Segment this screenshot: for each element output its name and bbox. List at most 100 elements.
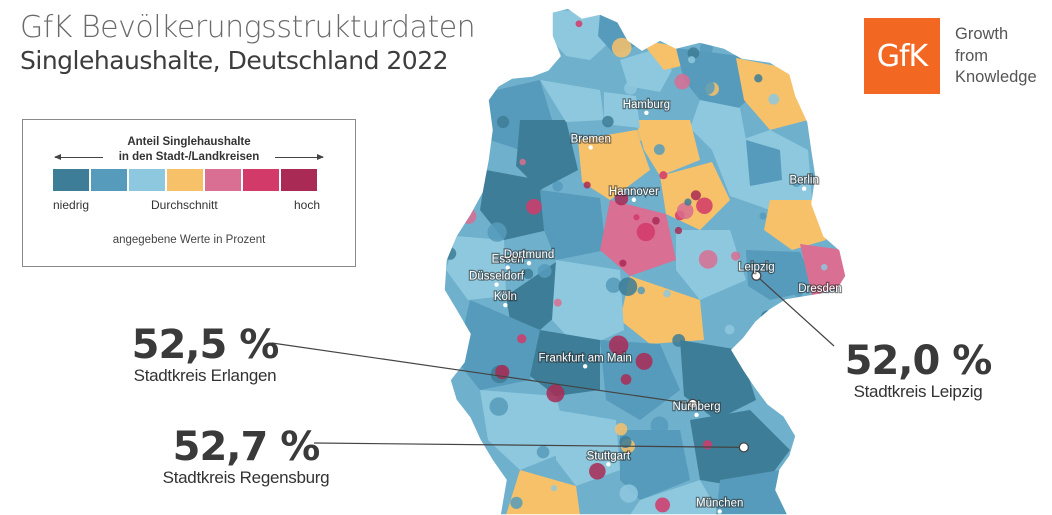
city-markers: Hamburg Bremen Berlin Hannover EssenDortmund… xyxy=(468,98,843,514)
city-label: Bremen xyxy=(571,133,611,145)
city-label: München xyxy=(696,498,743,510)
district-spot xyxy=(519,158,526,166)
district-spot xyxy=(635,352,653,370)
district-spot xyxy=(702,440,713,450)
district-spot xyxy=(655,497,671,513)
district-spot xyxy=(496,115,510,129)
map-legend: Anteil Singlehaushalte in den Stadt-/Lan… xyxy=(22,119,356,267)
district-spot xyxy=(608,335,629,355)
district-spot xyxy=(489,397,509,416)
callout-leader-line xyxy=(271,342,693,405)
legend-swatch xyxy=(281,169,317,191)
district-spot xyxy=(526,198,542,215)
district-spot xyxy=(731,251,741,261)
district-spot xyxy=(674,73,691,90)
city-dot xyxy=(494,282,499,287)
district-spot xyxy=(512,25,520,33)
district-spot xyxy=(614,191,629,206)
legend-note: angegebene Werte in Prozent xyxy=(112,234,266,246)
legend-low-label: niedrig xyxy=(53,198,90,212)
district-spot xyxy=(696,197,713,214)
district-spot xyxy=(553,298,562,307)
district-spot xyxy=(633,129,645,142)
district-spot xyxy=(800,311,818,329)
district-spot xyxy=(637,286,646,295)
district-spot xyxy=(768,93,780,105)
city-label: Essen xyxy=(492,254,524,266)
city-label: Frankfurt am Main xyxy=(538,352,631,364)
district-spot xyxy=(619,484,638,503)
district-spot xyxy=(537,263,552,278)
district-spot xyxy=(724,324,735,335)
callout-value: 52,0 % xyxy=(844,338,993,384)
district-spot xyxy=(552,181,563,192)
district-spot xyxy=(637,31,648,41)
city-dot xyxy=(631,197,637,202)
district-spot xyxy=(659,171,668,180)
district-spot xyxy=(451,79,468,96)
city-dot xyxy=(526,260,532,266)
district-spot xyxy=(476,446,484,455)
district-spot xyxy=(614,423,628,436)
legend-high-label: hoch xyxy=(294,198,321,212)
arrow-left-icon xyxy=(54,154,103,160)
district-spot xyxy=(690,190,701,201)
city-dot xyxy=(588,145,593,150)
city-label: Dresden xyxy=(798,283,841,295)
district-spot xyxy=(624,81,637,95)
callout-lines xyxy=(271,270,835,453)
district-spot xyxy=(765,374,779,389)
district-spot xyxy=(506,8,525,21)
district-spot xyxy=(619,259,627,267)
legend-swatch xyxy=(91,169,127,191)
district-spot xyxy=(450,157,465,173)
tagline-line-2: from xyxy=(955,46,988,65)
city-dot xyxy=(817,294,823,300)
district-spot xyxy=(550,485,558,492)
city-dot xyxy=(505,265,510,270)
legend-title-line2: in den Stadt-/Landkreisen xyxy=(118,151,260,163)
city-dot xyxy=(754,273,759,278)
city-dot xyxy=(582,364,588,369)
district-spot xyxy=(575,20,583,28)
page-subtitle: Singlehaushalte, Deutschland 2022 xyxy=(20,46,449,75)
district-spot xyxy=(759,212,767,220)
district-spot xyxy=(790,478,802,490)
callout-anchor-marker xyxy=(738,442,749,453)
legend-swatch xyxy=(243,169,279,191)
city-label: Berlin xyxy=(789,175,818,187)
tagline-line-1: Growth xyxy=(955,25,1009,43)
district-spot xyxy=(546,384,565,403)
district-spot xyxy=(602,115,614,128)
district-spot xyxy=(699,79,715,95)
callout-erlangen: 52,5 % Stadtkreis Erlangen xyxy=(120,322,290,386)
city-label: Hamburg xyxy=(623,99,670,111)
district-spot xyxy=(589,462,606,480)
legend-color-scale xyxy=(53,169,317,191)
district-spot xyxy=(463,188,477,201)
legend-mid-label: Durchschnitt xyxy=(151,198,218,212)
district-spot xyxy=(509,25,529,45)
city-label: Leipzig xyxy=(738,262,774,274)
callout-leipzig: 52,0 % Stadtkreis Leipzig xyxy=(836,338,1000,402)
gfk-logo: GfK xyxy=(864,18,940,94)
tagline-line-3: Knowledge xyxy=(955,68,1037,86)
district-spot xyxy=(522,268,534,280)
callout-anchor-marker xyxy=(687,398,698,410)
district-spot xyxy=(605,277,622,293)
district-spot xyxy=(470,183,480,193)
district-spot xyxy=(795,290,803,298)
callout-leader-line xyxy=(755,275,835,347)
city-label: Nürnberg xyxy=(673,401,721,413)
city-dot xyxy=(717,509,722,514)
logo-tagline: Growth from Knowledge xyxy=(955,24,1037,89)
district-spot xyxy=(536,445,550,459)
district-spot xyxy=(451,128,460,137)
callout-value: 52,5 % xyxy=(131,322,280,368)
city-label: Düsseldorf xyxy=(469,271,525,283)
district-spot xyxy=(652,216,660,225)
legend-swatch xyxy=(205,169,241,191)
callout-caption: Stadtkreis Erlangen xyxy=(133,366,277,385)
callout-caption: Stadtkreis Leipzig xyxy=(853,382,983,401)
